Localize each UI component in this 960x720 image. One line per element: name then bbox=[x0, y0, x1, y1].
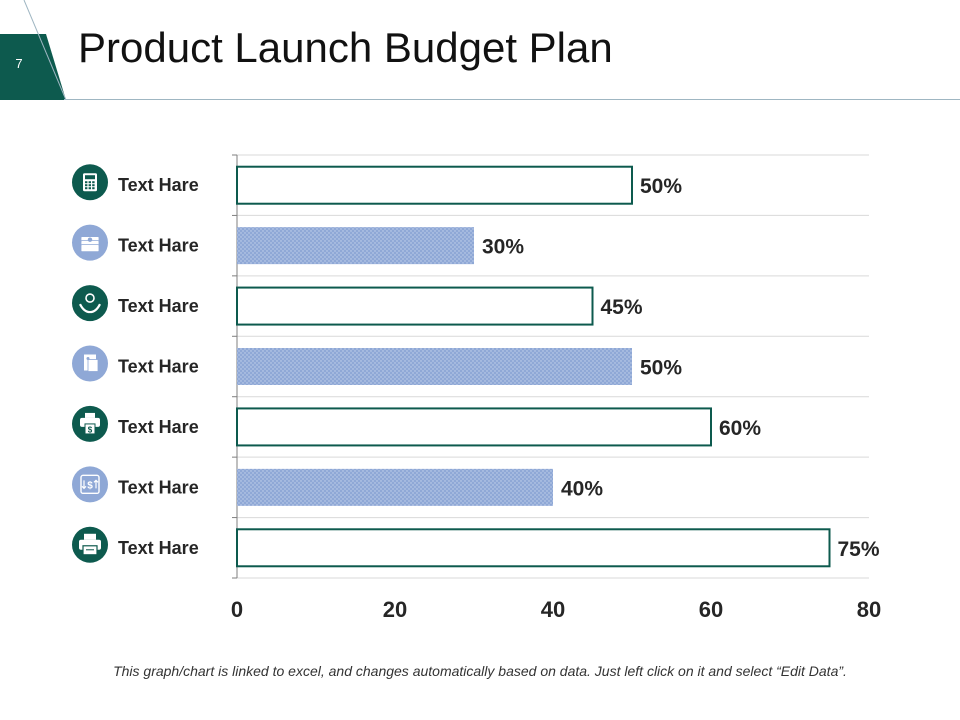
data-label: 40% bbox=[561, 477, 603, 500]
slide-number-tab bbox=[0, 0, 67, 100]
footnote: This graph/chart is linked to excel, and… bbox=[113, 663, 847, 679]
category-label: Text Hare bbox=[118, 477, 199, 497]
header-divider bbox=[64, 99, 960, 100]
svg-text:$: $ bbox=[87, 480, 93, 491]
page-title: Product Launch Budget Plan bbox=[78, 24, 613, 71]
x-tick-label: 0 bbox=[231, 597, 243, 622]
slide-tab-edge bbox=[23, 0, 67, 100]
document-icon bbox=[72, 345, 108, 382]
bar-5[interactable] bbox=[236, 407, 712, 447]
printer-icon bbox=[72, 526, 108, 563]
printer-dollar-icon: $ bbox=[72, 405, 108, 442]
x-tick-label: 60 bbox=[699, 597, 723, 622]
category-label: Text Hare bbox=[118, 357, 199, 377]
slide-tab-shape bbox=[0, 34, 66, 100]
category-label: Text Hare bbox=[118, 296, 199, 316]
money-exchange-icon: $ bbox=[72, 466, 108, 503]
data-label: 50% bbox=[640, 357, 682, 380]
x-tick-label: 80 bbox=[857, 597, 881, 622]
calculator-icon bbox=[72, 164, 108, 201]
bar-1[interactable] bbox=[236, 165, 633, 205]
money-stack-icon bbox=[72, 224, 108, 261]
slide-number: 7 bbox=[15, 56, 23, 71]
x-tick-label: 40 bbox=[541, 597, 565, 622]
data-label: 75% bbox=[838, 538, 880, 561]
hand-bulb-icon bbox=[72, 285, 108, 322]
category-label: Text Hare bbox=[118, 175, 199, 195]
bar-6[interactable] bbox=[237, 468, 553, 506]
category-label: Text Hare bbox=[118, 236, 199, 256]
bar-3[interactable] bbox=[236, 286, 594, 326]
svg-text:$: $ bbox=[88, 425, 93, 434]
data-label: 45% bbox=[601, 296, 643, 319]
x-tick-label: 20 bbox=[383, 597, 407, 622]
data-label: 30% bbox=[482, 236, 524, 259]
bar-2[interactable] bbox=[237, 227, 474, 265]
bar-4[interactable] bbox=[237, 348, 632, 385]
category-label: Text Hare bbox=[118, 538, 199, 558]
category-label: Text Hare bbox=[118, 417, 199, 437]
data-label: 50% bbox=[640, 175, 682, 198]
data-label: 60% bbox=[719, 417, 761, 440]
bar-7[interactable] bbox=[236, 528, 831, 568]
